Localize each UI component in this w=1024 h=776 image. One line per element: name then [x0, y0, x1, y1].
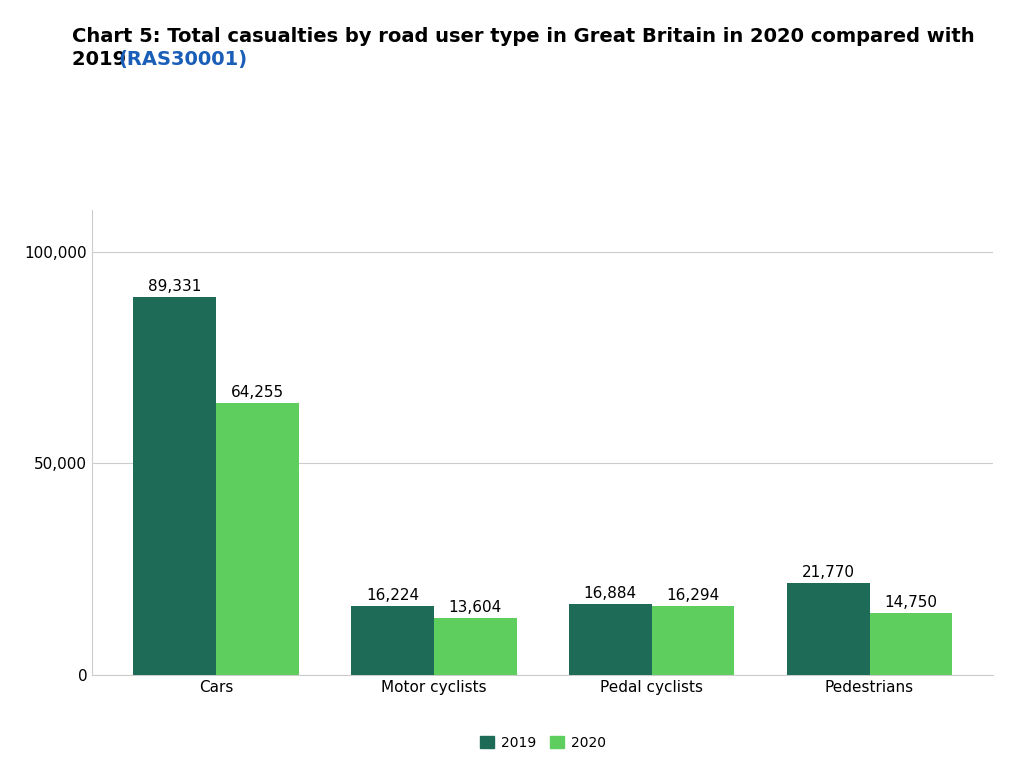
Text: 16,224: 16,224: [366, 588, 419, 604]
Bar: [133, 297, 216, 675]
Bar: [351, 607, 434, 675]
Bar: [569, 604, 651, 675]
Bar: [869, 613, 952, 675]
Bar: [216, 404, 299, 675]
Text: 16,884: 16,884: [584, 586, 637, 601]
Text: (RAS30001): (RAS30001): [119, 50, 248, 69]
Text: 14,750: 14,750: [885, 594, 937, 610]
Text: 89,331: 89,331: [147, 279, 201, 294]
Bar: [651, 606, 734, 675]
Text: 13,604: 13,604: [449, 600, 502, 615]
Text: 21,770: 21,770: [802, 565, 855, 580]
Text: 16,294: 16,294: [667, 588, 720, 603]
Bar: [786, 583, 869, 675]
Bar: [434, 618, 516, 675]
Text: Chart 5: Total casualties by road user type in Great Britain in 2020 compared wi: Chart 5: Total casualties by road user t…: [72, 27, 974, 46]
Legend: 2019, 2020: 2019, 2020: [480, 736, 605, 750]
Text: 64,255: 64,255: [230, 385, 284, 400]
Text: 2019: 2019: [72, 50, 132, 69]
